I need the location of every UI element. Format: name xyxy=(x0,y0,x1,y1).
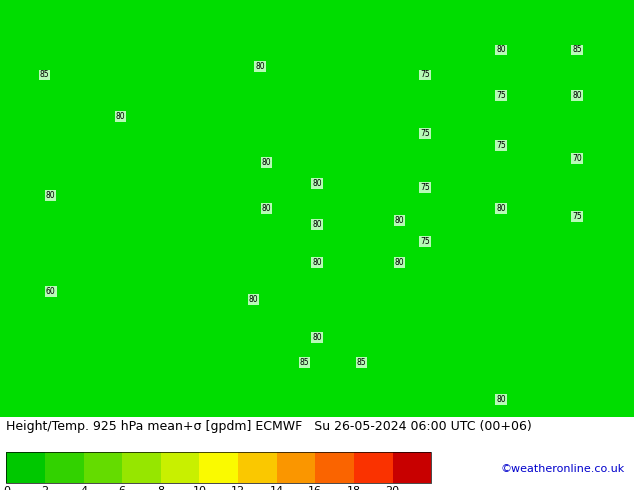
Text: 20: 20 xyxy=(385,486,399,490)
Bar xyxy=(45,452,84,483)
Text: 80: 80 xyxy=(312,179,322,188)
Text: 4: 4 xyxy=(80,486,87,490)
Text: 70: 70 xyxy=(572,154,582,163)
Bar xyxy=(84,452,122,483)
Text: 75: 75 xyxy=(420,129,430,138)
Text: 85: 85 xyxy=(356,358,366,367)
Text: 80: 80 xyxy=(46,191,56,200)
Text: 80: 80 xyxy=(394,258,404,267)
Text: 85: 85 xyxy=(572,46,582,54)
Text: 2: 2 xyxy=(41,486,49,490)
Text: 75: 75 xyxy=(496,141,506,150)
Text: 75: 75 xyxy=(420,71,430,79)
Text: 6: 6 xyxy=(119,486,126,490)
Text: 80: 80 xyxy=(115,112,126,121)
Text: 75: 75 xyxy=(572,212,582,221)
Text: 8: 8 xyxy=(157,486,164,490)
Text: 80: 80 xyxy=(255,62,265,71)
Bar xyxy=(392,452,431,483)
Text: 80: 80 xyxy=(312,258,322,267)
Text: 12: 12 xyxy=(231,486,245,490)
Bar xyxy=(6,452,431,483)
Text: 75: 75 xyxy=(420,183,430,192)
Text: 80: 80 xyxy=(261,204,271,213)
Text: 80: 80 xyxy=(261,158,271,167)
Text: Height/Temp. 925 hPa mean+σ [gpdm] ECMWF   Su 26-05-2024 06:00 UTC (00+06): Height/Temp. 925 hPa mean+σ [gpdm] ECMWF… xyxy=(6,420,532,433)
Text: 80: 80 xyxy=(496,204,506,213)
Bar xyxy=(354,452,392,483)
Text: 80: 80 xyxy=(496,395,506,404)
Text: 80: 80 xyxy=(572,91,582,100)
Bar xyxy=(238,452,276,483)
Text: 60: 60 xyxy=(46,287,56,296)
Text: 75: 75 xyxy=(420,237,430,246)
Text: 18: 18 xyxy=(347,486,361,490)
Text: 80: 80 xyxy=(312,333,322,342)
Text: 85: 85 xyxy=(299,358,309,367)
Text: 80: 80 xyxy=(394,216,404,225)
Text: 80: 80 xyxy=(312,220,322,229)
Text: 80: 80 xyxy=(249,295,259,304)
Text: 16: 16 xyxy=(308,486,322,490)
Text: 75: 75 xyxy=(496,91,506,100)
Text: 80: 80 xyxy=(496,46,506,54)
Text: 85: 85 xyxy=(39,71,49,79)
Bar xyxy=(6,452,45,483)
Text: ©weatheronline.co.uk: ©weatheronline.co.uk xyxy=(500,465,624,474)
Bar xyxy=(122,452,161,483)
Bar xyxy=(161,452,200,483)
Bar xyxy=(200,452,238,483)
Bar xyxy=(315,452,354,483)
Text: 14: 14 xyxy=(269,486,284,490)
Text: 10: 10 xyxy=(193,486,207,490)
Bar xyxy=(276,452,315,483)
Text: 0: 0 xyxy=(3,486,10,490)
